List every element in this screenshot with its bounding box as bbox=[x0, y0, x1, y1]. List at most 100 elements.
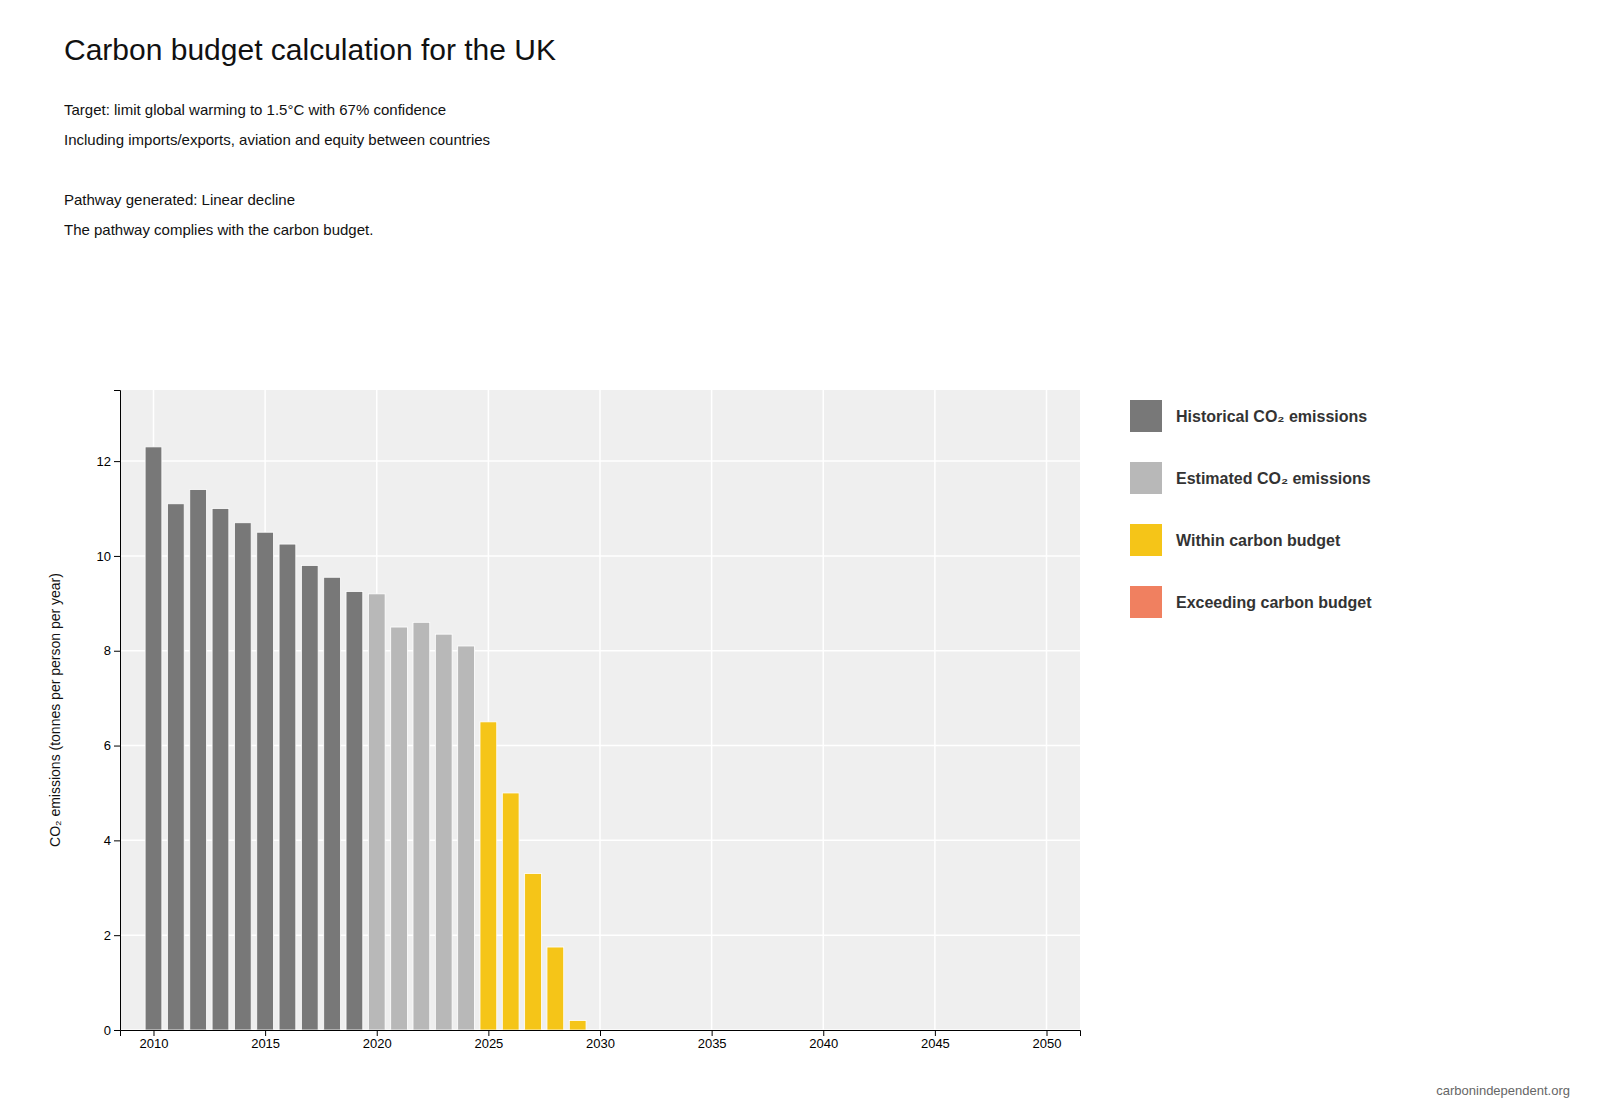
tick-mark bbox=[114, 461, 120, 462]
tick-label: 2015 bbox=[251, 1036, 280, 1051]
plot: 2010 2015 2020 2025 2030 2035 2040 2045 2050 0 2 4 6… bbox=[47, 390, 1081, 1051]
legend-label: Estimated CO₂ emissions bbox=[1176, 470, 1371, 487]
watermark: carbonindependent.org bbox=[1436, 1083, 1570, 1098]
legend-label: Within carbon budget bbox=[1176, 532, 1341, 549]
tick: 6 bbox=[104, 738, 120, 753]
tick-label: 6 bbox=[104, 738, 111, 753]
tick: 12 bbox=[97, 454, 120, 469]
annotation: Pathway generated: Linear decline bbox=[64, 191, 295, 208]
legend-swatch bbox=[1130, 586, 1162, 618]
tick: 0 bbox=[104, 1023, 120, 1038]
bar bbox=[212, 509, 229, 1030]
bar bbox=[525, 874, 542, 1030]
legend-swatch bbox=[1130, 462, 1162, 494]
grid-line bbox=[599, 390, 601, 1030]
tick-mark bbox=[377, 1030, 378, 1036]
grid-line bbox=[711, 390, 713, 1030]
legend-label: Exceeding carbon budget bbox=[1176, 594, 1372, 611]
legend-item: Within carbon budget bbox=[1130, 524, 1341, 556]
tick: 2030 bbox=[586, 1030, 615, 1051]
tick-label: 2040 bbox=[809, 1036, 838, 1051]
tick-mark bbox=[114, 935, 120, 936]
axis-line bbox=[121, 1031, 1081, 1037]
tick-mark bbox=[114, 556, 120, 557]
legend-swatch bbox=[1130, 400, 1162, 432]
tick: 10 bbox=[97, 549, 120, 564]
bar bbox=[413, 622, 430, 1030]
tick: 2025 bbox=[474, 1030, 503, 1051]
grid-line bbox=[1046, 390, 1048, 1030]
legend-item: Exceeding carbon budget bbox=[1130, 586, 1372, 618]
legend: Historical CO₂ emissions Estimated CO₂ em… bbox=[1130, 400, 1372, 618]
bar bbox=[167, 504, 184, 1030]
tick: 2040 bbox=[809, 1030, 838, 1051]
title: Carbon budget calculation for the UK bbox=[64, 33, 556, 66]
tick: 2045 bbox=[921, 1030, 950, 1051]
tick-label: 2050 bbox=[1033, 1036, 1062, 1051]
tick: 4 bbox=[104, 833, 120, 848]
bars bbox=[145, 447, 586, 1030]
tick: 2015 bbox=[251, 1030, 280, 1051]
grid-line bbox=[934, 390, 936, 1030]
bar bbox=[145, 447, 162, 1030]
bar bbox=[391, 627, 408, 1030]
bar bbox=[346, 591, 363, 1030]
tick: 2050 bbox=[1033, 1030, 1062, 1051]
tick-label: 2 bbox=[104, 928, 111, 943]
tick-label: 2025 bbox=[474, 1036, 503, 1051]
tick-mark bbox=[600, 1030, 601, 1036]
bar bbox=[480, 722, 497, 1030]
tick: 2 bbox=[104, 928, 120, 943]
tick-label: 12 bbox=[97, 454, 111, 469]
tick-label: 2030 bbox=[586, 1036, 615, 1051]
tick: 2035 bbox=[698, 1030, 727, 1051]
tick-mark bbox=[712, 1030, 713, 1036]
tick-mark bbox=[488, 1030, 489, 1036]
annotation: The pathway complies with the carbon bud… bbox=[64, 221, 373, 238]
bar bbox=[301, 565, 318, 1030]
tick-label: 10 bbox=[97, 549, 111, 564]
y-axis: 0 2 4 6 8 10 12 bbox=[97, 391, 121, 1038]
tick-mark bbox=[935, 1030, 936, 1036]
tick-label: 2035 bbox=[698, 1036, 727, 1051]
tick-mark bbox=[114, 651, 120, 652]
legend-item: Historical CO₂ emissions bbox=[1130, 400, 1367, 432]
tick-mark bbox=[265, 1030, 266, 1036]
bar bbox=[324, 577, 341, 1030]
bar bbox=[435, 634, 452, 1030]
x-axis: 2010 2015 2020 2025 2030 2035 2040 2045 2050 bbox=[121, 1030, 1081, 1051]
axis-line bbox=[114, 391, 121, 1031]
tick: 2020 bbox=[363, 1030, 392, 1051]
subtitle: Including imports/exports, aviation and … bbox=[64, 131, 490, 148]
bar bbox=[547, 947, 564, 1030]
tick-label: 4 bbox=[104, 833, 111, 848]
tick: 2010 bbox=[140, 1030, 169, 1051]
bar bbox=[257, 532, 274, 1030]
tick: 8 bbox=[104, 643, 120, 658]
bar bbox=[569, 1021, 586, 1030]
plot-background bbox=[120, 390, 1080, 1030]
tick-mark bbox=[114, 1030, 120, 1031]
tick-mark bbox=[114, 746, 120, 747]
grid bbox=[120, 390, 1080, 1030]
tick-mark bbox=[114, 840, 120, 841]
subtitle: Target: limit global warming to 1.5°C wi… bbox=[64, 101, 446, 118]
tick-label: 2045 bbox=[921, 1036, 950, 1051]
bar bbox=[368, 594, 385, 1030]
bar bbox=[279, 544, 296, 1030]
chart: Carbon budget calculation for the UK Targ… bbox=[0, 0, 1600, 1120]
tick-mark bbox=[823, 1030, 824, 1036]
bar bbox=[458, 646, 475, 1030]
bar bbox=[502, 793, 519, 1030]
grid-line bbox=[823, 390, 825, 1030]
tick-label: 8 bbox=[104, 643, 111, 658]
tick-label: 2020 bbox=[363, 1036, 392, 1051]
y-axis-title: CO₂ emissions (tonnes per person per yea… bbox=[47, 573, 63, 847]
bar bbox=[190, 490, 207, 1030]
legend-swatch bbox=[1130, 524, 1162, 556]
bar bbox=[234, 523, 251, 1030]
tick-mark bbox=[1047, 1030, 1048, 1036]
tick-mark bbox=[153, 1030, 154, 1036]
legend-label: Historical CO₂ emissions bbox=[1176, 408, 1367, 425]
legend-item: Estimated CO₂ emissions bbox=[1130, 462, 1371, 494]
